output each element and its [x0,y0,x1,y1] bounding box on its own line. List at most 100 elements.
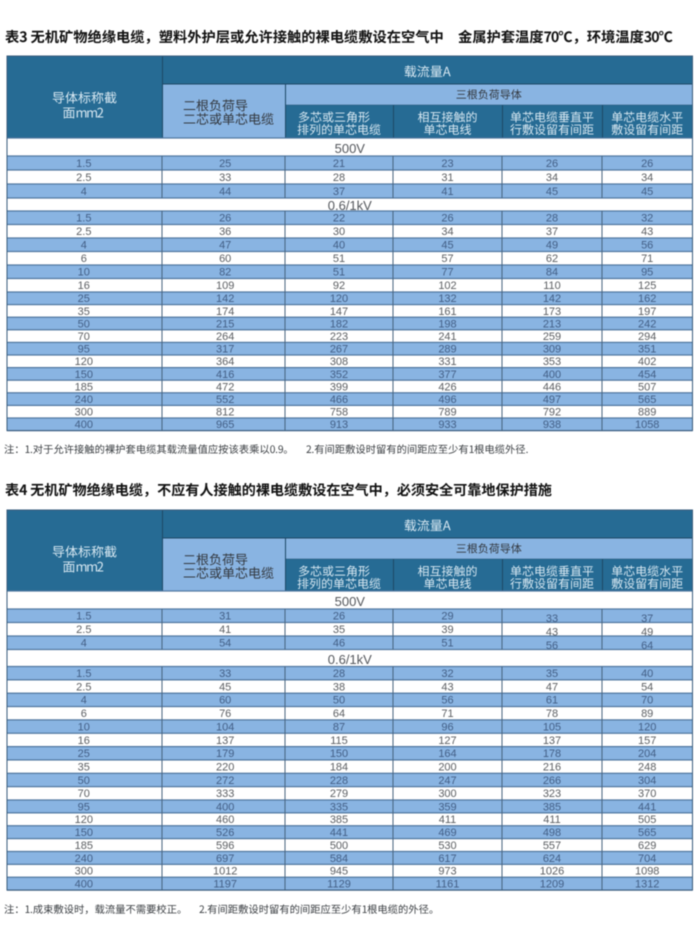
svg-text:77: 77 [441,267,453,279]
svg-text:204: 204 [638,748,656,760]
svg-text:552: 552 [216,394,234,406]
svg-text:28: 28 [546,213,558,225]
svg-text:49: 49 [546,240,558,252]
svg-text:120: 120 [330,293,348,305]
svg-text:26: 26 [441,213,453,225]
svg-text:47: 47 [219,240,231,252]
svg-text:402: 402 [638,356,656,368]
svg-text:34: 34 [441,226,453,238]
svg-text:137: 137 [216,735,234,747]
svg-text:120: 120 [75,814,93,826]
svg-text:1197: 1197 [213,879,237,891]
svg-text:102: 102 [438,280,456,292]
svg-text:198: 198 [438,318,456,330]
svg-text:557: 557 [543,840,561,852]
svg-text:272: 272 [216,775,234,787]
svg-text:294: 294 [638,331,656,343]
svg-text:792: 792 [543,407,561,419]
svg-text:95: 95 [78,344,90,356]
svg-text:61: 61 [546,695,558,707]
svg-text:96: 96 [441,721,453,733]
svg-text:333: 333 [216,788,234,800]
svg-text:335: 335 [330,801,348,813]
svg-text:54: 54 [219,638,231,650]
svg-text:300: 300 [438,788,456,800]
svg-text:938: 938 [543,419,561,431]
svg-text:21: 21 [333,158,345,170]
svg-text:45: 45 [219,681,231,693]
svg-text:2.5: 2.5 [76,172,91,184]
svg-text:36: 36 [219,226,231,238]
svg-text:505: 505 [638,814,656,826]
svg-text:45: 45 [441,240,453,252]
svg-text:150: 150 [330,748,348,760]
svg-text:965: 965 [216,419,234,431]
svg-text:174: 174 [216,306,234,318]
svg-text:28: 28 [333,172,345,184]
svg-text:31: 31 [219,611,231,623]
svg-text:0.6/1kV: 0.6/1kV [328,652,372,667]
svg-text:617: 617 [438,853,456,865]
svg-text:26: 26 [219,213,231,225]
svg-text:352: 352 [330,369,348,381]
svg-text:789: 789 [438,407,456,419]
svg-text:132: 132 [438,293,456,305]
svg-text:43: 43 [641,226,653,238]
svg-text:16: 16 [78,735,90,747]
svg-text:6: 6 [81,708,87,720]
svg-text:110: 110 [543,280,561,292]
svg-text:60: 60 [219,253,231,265]
svg-text:441: 441 [638,801,656,813]
svg-text:82: 82 [219,267,231,279]
svg-text:150: 150 [75,827,93,839]
svg-text:92: 92 [333,280,345,292]
svg-text:50: 50 [78,318,90,330]
svg-text:240: 240 [75,853,93,865]
svg-text:565: 565 [638,394,656,406]
svg-text:353: 353 [543,356,561,368]
svg-text:300: 300 [75,866,93,878]
svg-text:185: 185 [75,381,93,393]
svg-text:35: 35 [78,306,90,318]
svg-text:1.5: 1.5 [76,668,91,680]
svg-text:596: 596 [216,840,234,852]
svg-text:370: 370 [638,788,656,800]
svg-text:137: 137 [543,735,561,747]
svg-text:51: 51 [333,253,345,265]
svg-text:385: 385 [543,801,561,813]
svg-text:26: 26 [333,611,345,623]
svg-text:26: 26 [546,158,558,170]
svg-text:50: 50 [78,775,90,787]
svg-text:259: 259 [543,331,561,343]
svg-text:400: 400 [75,879,93,891]
svg-text:54: 54 [641,681,653,693]
svg-text:162: 162 [638,293,656,305]
svg-text:289: 289 [438,344,456,356]
svg-text:279: 279 [330,788,348,800]
svg-text:71: 71 [641,253,653,265]
svg-text:64: 64 [333,708,345,720]
svg-text:28: 28 [333,668,345,680]
svg-text:30: 30 [333,226,345,238]
svg-text:565: 565 [638,827,656,839]
svg-text:228: 228 [330,775,348,787]
svg-text:105: 105 [543,721,561,733]
svg-text:70: 70 [78,331,90,343]
svg-text:267: 267 [330,344,348,356]
svg-text:33: 33 [546,613,558,625]
svg-text:399: 399 [330,381,348,393]
svg-text:1.5: 1.5 [76,158,91,170]
svg-text:2.5: 2.5 [76,681,91,693]
svg-text:60: 60 [219,695,231,707]
svg-text:95: 95 [641,267,653,279]
svg-text:300: 300 [75,407,93,419]
svg-text:1209: 1209 [540,879,564,891]
svg-text:469: 469 [438,827,456,839]
svg-text:173: 173 [543,306,561,318]
svg-text:57: 57 [441,253,453,265]
svg-text:142: 142 [543,293,561,305]
svg-text:200: 200 [438,762,456,774]
svg-text:39: 39 [441,624,453,636]
svg-text:945: 945 [330,866,348,878]
svg-text:78: 78 [546,708,558,720]
